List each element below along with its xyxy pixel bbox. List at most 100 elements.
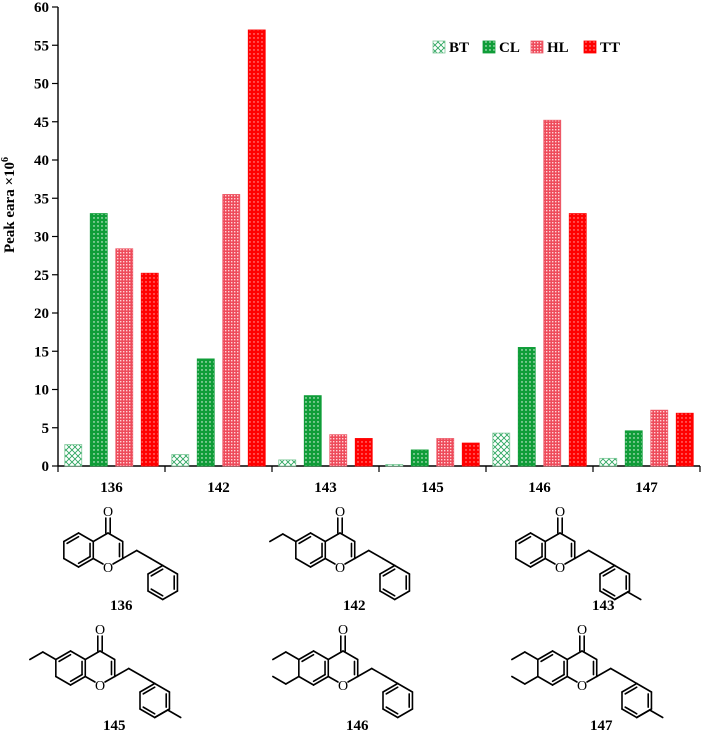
ring-oxygen: O (103, 561, 113, 576)
bond (147, 590, 164, 601)
bond (63, 557, 80, 568)
bar-HL-146 (543, 119, 562, 467)
double-bond (551, 673, 565, 683)
carbonyl-oxygen: O (95, 623, 105, 638)
structure-142: O O 142 (240, 500, 475, 618)
chain-bond (135, 549, 152, 560)
bar-TT-143 (354, 438, 373, 467)
bond (382, 682, 399, 693)
chain-bond (113, 667, 130, 678)
bar-TT-147 (675, 412, 694, 467)
methoxy-bond (635, 709, 651, 719)
chain-bond (573, 549, 590, 560)
bond (515, 557, 532, 568)
bond (327, 675, 339, 683)
double-bond (309, 555, 323, 565)
bond (379, 564, 396, 575)
bond (342, 650, 359, 661)
y-tick-label: 15 (34, 344, 49, 360)
bond (107, 532, 124, 543)
bond (77, 557, 95, 568)
structure-label: 143 (592, 598, 615, 614)
x-tick-label: 136 (100, 480, 123, 496)
chain-bond (601, 557, 616, 567)
bar-HL-147 (650, 409, 669, 467)
carbonyl-oxygen: O (335, 505, 345, 520)
bond (312, 675, 330, 686)
ring-oxygen: O (577, 679, 587, 694)
legend-swatch-TT (583, 40, 597, 54)
x-tick-label: 147 (635, 480, 658, 496)
bond (613, 564, 631, 575)
y-tick-label: 50 (34, 77, 49, 93)
methyl-bond (511, 651, 526, 661)
double-bond (77, 555, 91, 565)
structure-label: 136 (110, 598, 133, 614)
methoxy-bond (524, 675, 539, 685)
bond (112, 557, 124, 565)
ring-oxygen: O (335, 561, 345, 576)
methoxy-bond (282, 533, 297, 543)
double-bond (142, 706, 156, 715)
bond (295, 557, 312, 568)
chain-bond (127, 667, 144, 678)
y-tick-label: 40 (34, 153, 49, 169)
methyl-bond (626, 591, 642, 601)
bar-CL-143 (303, 395, 322, 467)
grouped-bar-chart: 0 5 10 15 20 25 30 35 40 45 50 55 60 136 142 143 145 146… (0, 0, 701, 496)
chain-bond (121, 549, 138, 560)
bond (599, 590, 616, 601)
ring-oxygen: O (555, 561, 565, 576)
double-bond (66, 535, 80, 545)
bar-HL-136 (115, 248, 134, 467)
structure-143: O O 143 (480, 500, 706, 618)
chain-bond (595, 667, 612, 678)
y-tick-label: 0 (42, 459, 50, 475)
bond (324, 557, 336, 565)
bond (77, 532, 95, 543)
methoxy-bond (524, 651, 539, 661)
structure-145: O O 145 (0, 620, 235, 736)
chain-bond (141, 675, 156, 685)
structure-label: 145 (103, 718, 126, 734)
legend-label-HL: HL (547, 40, 569, 56)
bond (327, 650, 344, 661)
double-bond (602, 588, 616, 597)
bond (537, 650, 554, 661)
bond (529, 532, 547, 543)
x-tick-label: 146 (528, 480, 551, 496)
chain-bond (370, 667, 387, 678)
bar-BT-145 (385, 464, 404, 467)
bond (153, 682, 171, 693)
bond (393, 590, 411, 601)
bond (147, 564, 164, 575)
bar-TT-145 (461, 442, 480, 467)
chain-bond (609, 667, 626, 678)
carbonyl-oxygen: O (338, 623, 348, 638)
bond (551, 675, 569, 686)
bond (599, 564, 616, 575)
x-axis: 136 142 143 145 146 147 (57, 465, 701, 496)
bar-CL-146 (517, 347, 536, 467)
bond (324, 532, 341, 543)
bond (69, 650, 87, 661)
bar-HL-143 (329, 434, 348, 467)
bond (99, 650, 116, 661)
ring-oxygen: O (95, 679, 105, 694)
bond (309, 532, 327, 543)
bar-BT-142 (171, 454, 190, 467)
double-bond (298, 535, 312, 545)
bond (566, 650, 583, 661)
bond (379, 590, 396, 601)
double-bond (69, 673, 83, 683)
carbonyl-oxygen: O (103, 505, 113, 520)
chain-bond (356, 667, 373, 678)
methyl-bond (269, 533, 284, 543)
structure-147: O O 147 (480, 620, 706, 736)
bond (635, 682, 653, 693)
y-axis-label: Peak eara ×106 (0, 157, 18, 253)
double-bond (624, 706, 638, 715)
bond (84, 650, 101, 661)
bar-BT-136 (64, 444, 83, 467)
methyl-bond (29, 651, 44, 661)
